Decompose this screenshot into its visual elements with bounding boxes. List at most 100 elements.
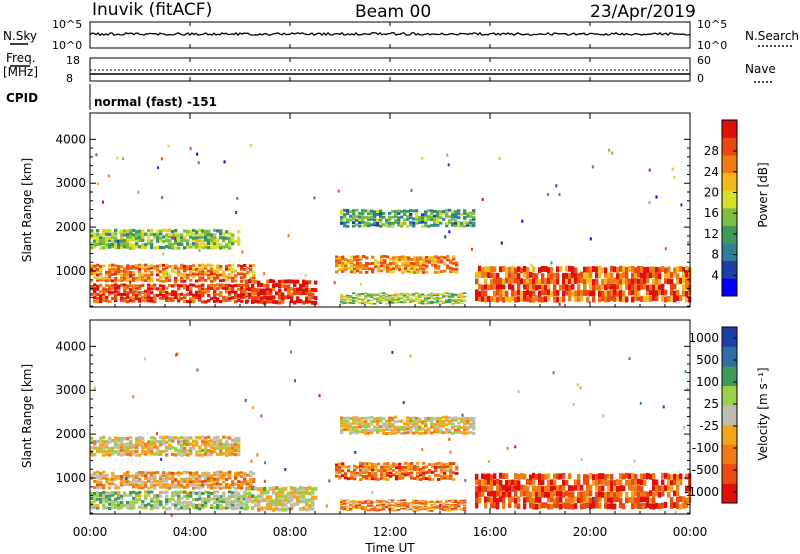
- power-echo-cell: [252, 273, 256, 277]
- velocity-echo-cell: [386, 462, 390, 465]
- velocity-echo-cell: [143, 357, 146, 361]
- power-echo-cell: [302, 291, 306, 295]
- velocity-echo-cell: [643, 473, 647, 480]
- velocity-echo-cell: [391, 416, 395, 420]
- power-echo-cell: [437, 256, 441, 260]
- power-echo-cell: [296, 296, 300, 301]
- power-echo-cell: [299, 291, 303, 296]
- velocity-echo-cell: [123, 437, 127, 441]
- velocity-echo-cell: [484, 502, 488, 509]
- power-echo-cell: [373, 293, 377, 296]
- velocity-echo-cell: [367, 499, 371, 502]
- velocity-echo-cell: [263, 498, 267, 503]
- velocity-echo-cell: [455, 465, 459, 469]
- power-echo-cell: [355, 296, 359, 299]
- velocity-echo-cell: [410, 474, 414, 478]
- power-echo-cell: [120, 274, 124, 277]
- power-echo-cell: [162, 245, 166, 250]
- power-echo-cell: [195, 236, 199, 240]
- power-echo-cell: [583, 278, 587, 285]
- velocity-echo-cell: [359, 473, 363, 477]
- velocity-echo-cell: [252, 480, 256, 484]
- velocity-echo-cell: [412, 419, 416, 423]
- velocity-echo-cell: [234, 490, 238, 494]
- power-echo-cell: [463, 221, 467, 225]
- power-echo-cell: [335, 270, 339, 274]
- power-echo-cell: [192, 238, 196, 242]
- velocity-echo-cell: [475, 473, 479, 480]
- power-echo-cell: [652, 278, 656, 285]
- velocity-echo-cell: [341, 474, 345, 478]
- velocity-echo-cell: [418, 500, 422, 503]
- power-echo-cell: [96, 300, 100, 304]
- power-colorbar-segment: [722, 155, 737, 174]
- power-echo-cell: [207, 286, 211, 290]
- velocity-echo-cell: [99, 436, 103, 440]
- power-colorbar-segment: [722, 137, 737, 156]
- velocity-echo-cell: [216, 443, 220, 447]
- velocity-echo-cell: [454, 508, 458, 511]
- velocity-echo-cell: [586, 485, 590, 491]
- power-echo-cell: [114, 246, 118, 250]
- power-echo-cell: [490, 296, 494, 302]
- velocity-echo-cell: [448, 416, 452, 420]
- power-echo-cell: [216, 287, 220, 291]
- velocity-echo-cell: [210, 445, 214, 449]
- power-echo-cell: [135, 238, 139, 242]
- velocity-echo-cell: [397, 419, 401, 423]
- power-echo-cell: [161, 196, 164, 200]
- power-echo-cell: [556, 296, 560, 303]
- power-echo-cell: [613, 266, 617, 273]
- power-echo-cell: [210, 269, 214, 273]
- velocity-echo-cell: [422, 474, 426, 477]
- velocity-echo-cell: [419, 478, 423, 481]
- velocity-echo-cell: [676, 479, 680, 486]
- power-echo-cell: [362, 255, 366, 258]
- velocity-echo-cell: [120, 477, 124, 481]
- velocity-echo-cell: [517, 484, 521, 491]
- velocity-echo-cell: [472, 421, 476, 425]
- velocity-echo-cell: [144, 485, 148, 489]
- velocity-echo-cell: [553, 480, 557, 486]
- power-echo-cell: [171, 297, 175, 301]
- power-echo-cell: [428, 258, 432, 261]
- velocity-echo-cell: [454, 428, 458, 432]
- power-echo-cell: [409, 223, 413, 227]
- velocity-echo-cell: [475, 497, 479, 503]
- power-echo-cell: [502, 265, 506, 272]
- velocity-echo-cell: [156, 445, 160, 450]
- velocity-echo-cell: [159, 494, 163, 498]
- power-echo-cell: [225, 290, 229, 294]
- velocity-echo-cell: [186, 503, 190, 507]
- velocity-echo-cell: [445, 506, 449, 508]
- velocity-echo-cell: [577, 484, 581, 491]
- power-echo-cell: [392, 261, 396, 265]
- power-echo-cell: [186, 300, 190, 304]
- cpid-value: normal (fast) -151: [94, 95, 217, 109]
- velocity-echo-cell: [177, 500, 181, 504]
- velocity-echo-cell: [177, 480, 181, 484]
- velocity-echo-cell: [335, 474, 339, 478]
- power-echo-cell: [266, 291, 270, 296]
- power-echo-cell: [147, 293, 151, 297]
- power-echo-cell: [568, 278, 572, 285]
- power-echo-cell: [305, 299, 309, 304]
- velocity-echo-cell: [562, 479, 566, 486]
- power-echo-cell: [430, 302, 434, 305]
- power-echo-cell: [466, 221, 470, 225]
- velocity-echo-cell: [132, 490, 136, 494]
- power-echo-cell: [123, 278, 127, 282]
- power-echo-cell: [314, 288, 318, 293]
- velocity-echo-cell: [225, 499, 229, 503]
- power-echo-cell: [111, 267, 115, 271]
- power-echo-cell: [171, 265, 175, 268]
- velocity-echo-cell: [388, 506, 392, 508]
- power-echo-cell: [355, 300, 359, 303]
- velocity-echo-cell: [177, 494, 181, 498]
- velocity-echo-cell: [463, 499, 467, 502]
- velocity-echo-cell: [652, 479, 656, 485]
- power-echo-cell: [383, 261, 387, 265]
- power-echo-cell: [102, 246, 106, 250]
- velocity-echo-cell: [413, 465, 417, 468]
- power-echo-cell: [174, 283, 178, 287]
